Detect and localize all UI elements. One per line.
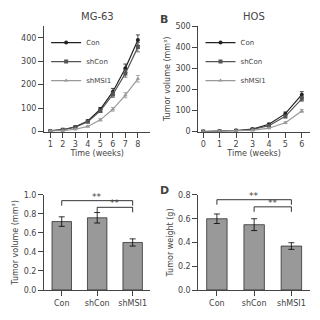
svg-text:200: 200 (175, 85, 190, 94)
svg-text:100: 100 (21, 104, 36, 113)
svg-text:2: 2 (234, 140, 239, 149)
svg-text:Time (weeks): Time (weeks) (69, 149, 124, 158)
svg-text:0.2: 0.2 (24, 267, 37, 276)
svg-text:0: 0 (201, 140, 206, 149)
svg-text:0: 0 (186, 127, 191, 136)
svg-text:0: 0 (31, 127, 36, 136)
svg-text:1: 1 (48, 140, 53, 149)
svg-text:500: 500 (175, 22, 190, 31)
svg-text:0.6: 0.6 (178, 215, 191, 224)
svg-text:shCon: shCon (85, 299, 110, 308)
svg-text:Tumor volume (mm³): Tumor volume (mm³) (163, 37, 172, 122)
svg-text:200: 200 (21, 80, 36, 89)
svg-text:shMSI1: shMSI1 (86, 77, 111, 85)
svg-text:400: 400 (21, 34, 36, 43)
svg-text:shMSI1: shMSI1 (277, 299, 306, 308)
svg-text:8: 8 (135, 140, 140, 149)
svg-text:1: 1 (217, 140, 222, 149)
svg-text:400: 400 (175, 43, 190, 52)
svg-text:Con: Con (241, 39, 255, 47)
svg-text:Tumor weight (g): Tumor weight (g) (166, 208, 175, 277)
svg-text:4: 4 (266, 140, 271, 149)
svg-text:**: ** (110, 198, 120, 208)
svg-text:6: 6 (110, 140, 115, 149)
svg-text:3: 3 (73, 140, 78, 149)
svg-text:shCon: shCon (86, 58, 108, 66)
svg-text:0.0: 0.0 (178, 286, 191, 295)
svg-text:0.8: 0.8 (24, 210, 37, 219)
svg-text:**: ** (249, 191, 259, 201)
svg-text:0.0: 0.0 (24, 286, 37, 295)
svg-text:7: 7 (123, 140, 128, 149)
svg-text:3: 3 (250, 140, 255, 149)
svg-text:0.2: 0.2 (178, 262, 191, 271)
svg-text:0.6: 0.6 (24, 229, 37, 238)
svg-text:**: ** (92, 192, 102, 202)
svg-text:Con: Con (54, 299, 70, 308)
svg-text:Tumor volume (mm³): Tumor volume (mm³) (11, 200, 20, 285)
svg-text:D: D (160, 184, 169, 197)
svg-text:4: 4 (85, 140, 90, 149)
svg-text:0.4: 0.4 (178, 238, 191, 247)
svg-text:100: 100 (175, 106, 190, 115)
svg-text:300: 300 (21, 57, 36, 66)
svg-text:MG-63: MG-63 (81, 11, 114, 22)
svg-text:Con: Con (86, 39, 100, 47)
svg-text:shCon: shCon (242, 299, 267, 308)
svg-text:1.0: 1.0 (24, 191, 37, 200)
svg-text:0.4: 0.4 (24, 248, 37, 257)
svg-text:Con: Con (209, 299, 225, 308)
svg-text:shCon: shCon (241, 58, 263, 66)
svg-text:shMSI1: shMSI1 (118, 299, 147, 308)
svg-text:300: 300 (175, 64, 190, 73)
svg-text:2: 2 (60, 140, 65, 149)
svg-text:shMSI1: shMSI1 (241, 77, 266, 85)
svg-text:0.8: 0.8 (178, 191, 191, 200)
svg-text:HOS: HOS (243, 11, 265, 22)
svg-text:Time (weeks): Time (weeks) (226, 149, 281, 158)
svg-text:5: 5 (98, 140, 103, 149)
svg-text:5: 5 (283, 140, 288, 149)
svg-text:6: 6 (299, 140, 304, 149)
svg-text:B: B (160, 13, 168, 26)
svg-text:**: ** (268, 198, 278, 208)
